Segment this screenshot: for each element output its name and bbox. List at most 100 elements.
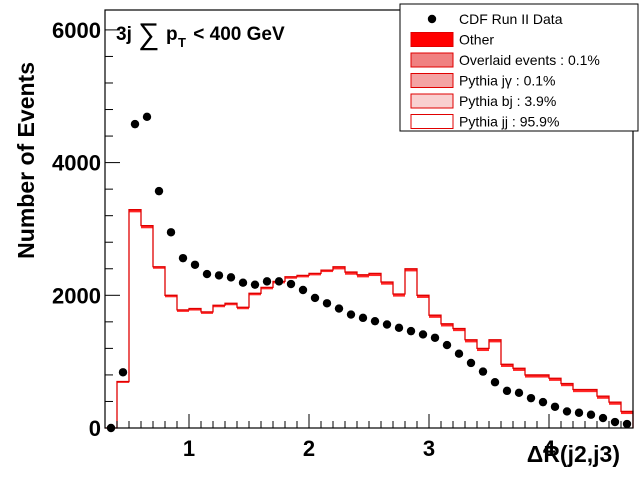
hist-bin: [201, 311, 213, 428]
data-point: [562, 407, 572, 416]
annotation-prefix: 3j: [116, 24, 132, 45]
sum-symbol: ∑: [138, 18, 159, 51]
hist-bin: [333, 266, 345, 428]
cut-annotation: 3j ∑ p T < 400 GeV: [116, 18, 285, 51]
hist-bin-other: [417, 295, 429, 298]
data-point: [430, 333, 440, 342]
data-point: [178, 253, 188, 263]
hist-bin-other: [609, 402, 621, 405]
annotation-suffix: < 400 GeV: [188, 24, 285, 45]
hist-bin: [189, 308, 201, 428]
data-point: [322, 299, 332, 308]
hist-bin: [597, 396, 609, 428]
data-point: [154, 186, 164, 196]
hist-bin: [381, 282, 393, 428]
hist-bin-other: [249, 293, 261, 296]
y-tick-labels: 0 2000 4000 6000: [52, 18, 101, 441]
plot-area: [104, 9, 634, 433]
y-tick-label: 4000: [52, 151, 101, 176]
hist-bin-other: [309, 273, 321, 276]
data-point: [442, 340, 452, 350]
hist-bin: [153, 266, 165, 428]
data-point: [262, 277, 272, 286]
hist-bin-other: [141, 225, 153, 229]
hist-bin-other: [525, 374, 537, 378]
legend: CDF Run II Data Other Overlaid events : 0.…: [399, 3, 639, 132]
hist-bin: [465, 339, 477, 428]
hist-bin-other: [117, 381, 129, 383]
data-points-layer: [106, 112, 632, 433]
hist-bin: [165, 295, 177, 428]
data-point: [202, 269, 212, 279]
hist-bin-other: [333, 266, 345, 270]
data-point: [274, 277, 284, 286]
hist-bin: [429, 315, 441, 428]
hist-bin: [441, 323, 453, 428]
data-point: [382, 320, 392, 329]
hist-bin: [249, 293, 261, 428]
legend-marker: [427, 14, 437, 24]
hist-bin: [141, 225, 153, 428]
hist-bin-other: [189, 308, 201, 311]
data-point: [250, 280, 260, 289]
legend-label: Overlaid events : 0.1%: [459, 52, 600, 68]
axis-ticks: [105, 29, 634, 429]
legend-label: Other: [459, 32, 494, 48]
hist-bin-other: [201, 311, 213, 314]
data-point: [478, 367, 488, 376]
data-point: [358, 313, 368, 323]
hist-bin-other: [597, 396, 609, 399]
legend-label: CDF Run II Data: [459, 11, 563, 27]
y-tick-label: 0: [89, 416, 101, 441]
legend-label: Pythia bj : 3.9%: [459, 93, 556, 109]
hist-bin: [177, 309, 189, 428]
hist-bin-other: [177, 309, 189, 312]
data-point: [466, 358, 476, 368]
data-point: [286, 279, 296, 289]
legend-label: Pythia jj : 95.9%: [459, 114, 559, 130]
data-point: [142, 112, 152, 122]
data-point: [574, 408, 584, 417]
hist-bin: [477, 348, 489, 428]
legend-swatch: [410, 32, 454, 47]
hist-bin-other: [153, 266, 165, 269]
hist-bin-other: [621, 411, 633, 415]
data-point: [310, 293, 320, 303]
data-point: [130, 119, 140, 129]
hist-bin: [117, 381, 129, 428]
hist-bin: [297, 275, 309, 428]
hist-bin: [417, 295, 429, 428]
hist-bin-other: [561, 383, 573, 387]
hist-bin: [405, 268, 417, 428]
data-point: [586, 410, 596, 419]
x-tick-label: 2: [303, 436, 315, 461]
data-point: [118, 368, 128, 377]
hist-bin-other: [453, 328, 465, 332]
data-point: [622, 419, 632, 429]
hist-bin: [309, 273, 321, 428]
data-point: [190, 260, 200, 269]
hist-bin-other: [513, 368, 525, 371]
hist-bin-other: [345, 272, 357, 275]
hist-bin-other: [237, 307, 249, 310]
y-tick-label: 6000: [52, 18, 101, 43]
hist-bin-other: [165, 295, 177, 298]
hist-bin: [273, 281, 285, 428]
data-point: [346, 310, 356, 319]
hist-bin: [213, 305, 225, 428]
legend-swatch: [410, 93, 454, 109]
histogram-layer: [105, 209, 634, 429]
annotation-var: p: [166, 24, 178, 45]
hist-bin: [285, 276, 297, 428]
hist-bin: [501, 364, 513, 428]
hist-bin: [561, 383, 573, 428]
hist-bin-other: [357, 274, 369, 278]
hist-bin-other: [573, 389, 585, 393]
data-point: [418, 330, 428, 339]
legend-swatch: [410, 52, 454, 68]
data-point: [166, 228, 176, 237]
data-point: [214, 271, 224, 280]
hist-bin-other: [321, 270, 333, 273]
x-axis-title: ΔR(j2,j3): [527, 441, 620, 467]
